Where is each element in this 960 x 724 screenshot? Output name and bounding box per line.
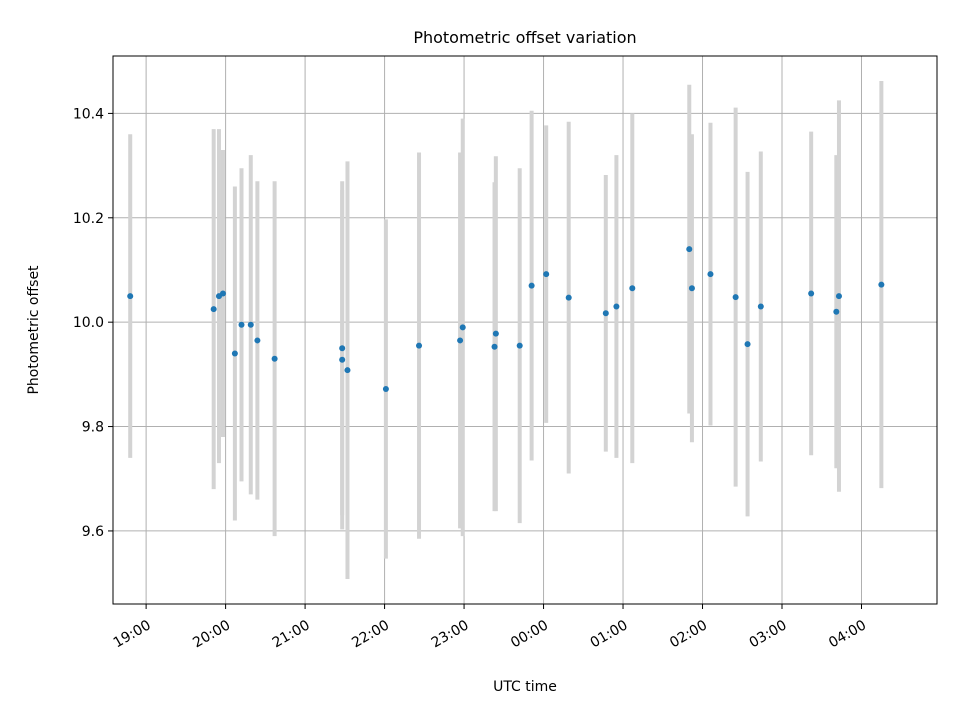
data-point <box>492 330 499 337</box>
data-point <box>602 310 609 317</box>
data-point <box>339 345 346 352</box>
data-point <box>707 271 714 278</box>
data-point <box>629 285 636 292</box>
data-point <box>127 293 134 300</box>
data-point <box>254 337 261 344</box>
data-point <box>416 342 423 349</box>
x-axis-label: UTC time <box>493 679 557 695</box>
data-point <box>344 367 351 374</box>
data-point <box>565 294 572 301</box>
data-point <box>686 246 693 253</box>
y-axis-label: Photometric offset <box>26 265 42 395</box>
data-point <box>339 356 346 363</box>
data-point <box>238 321 245 328</box>
data-point <box>757 303 764 310</box>
plot-frame <box>112 55 938 605</box>
data-point <box>808 290 815 297</box>
data-point <box>219 290 226 297</box>
data-point <box>231 350 238 357</box>
point-layer <box>127 246 885 392</box>
data-point <box>382 385 389 392</box>
data-point <box>516 342 523 349</box>
data-point <box>459 324 466 331</box>
data-point <box>732 294 739 301</box>
data-point <box>210 306 217 313</box>
y-tick-label: 10.4 <box>73 106 104 122</box>
y-tick-label: 9.6 <box>82 524 104 540</box>
y-tick-label: 10.0 <box>73 315 104 331</box>
data-point <box>528 282 535 289</box>
data-point <box>457 337 464 344</box>
data-point <box>543 271 550 278</box>
y-tick-label: 9.8 <box>82 420 104 436</box>
data-point <box>744 341 751 348</box>
data-point <box>878 281 885 288</box>
data-point <box>247 321 254 328</box>
data-point <box>688 285 695 292</box>
data-point <box>491 343 498 350</box>
data-point <box>835 293 842 300</box>
y-tick-label: 10.2 <box>73 211 104 227</box>
data-point <box>833 308 840 315</box>
y-axis: 9.6 9.8 10.0 10.2 10.4 <box>73 106 113 540</box>
data-point <box>271 355 278 362</box>
data-point <box>613 303 620 310</box>
chart-title: Photometric offset variation <box>413 28 636 47</box>
